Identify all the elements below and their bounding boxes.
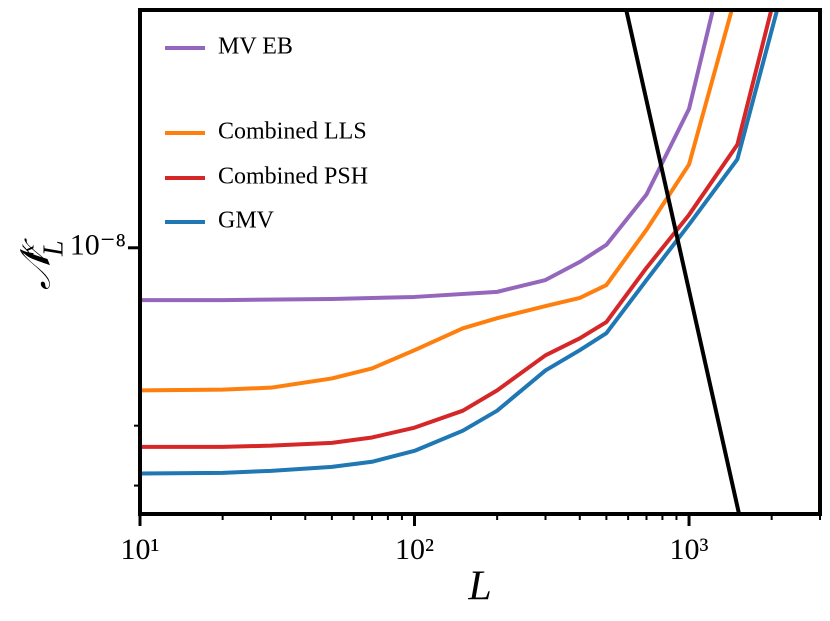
axes-frame	[138, 8, 822, 516]
y-label-sub: L	[38, 240, 69, 257]
plot-lines	[140, 10, 780, 514]
legend-label: MV EB	[218, 34, 293, 60]
series-line	[140, 10, 780, 476]
series-line	[140, 10, 734, 393]
legend-label: Combined PSH	[218, 164, 368, 190]
y-label-sup: κ	[14, 244, 40, 256]
legend-label: Combined LLS	[218, 119, 367, 145]
series-line	[624, 10, 742, 514]
y-axis-label: 𝒩 L κ	[14, 238, 70, 290]
y-tick-label: 10⁻⁸	[70, 229, 126, 262]
x-tick-label: 10³	[670, 533, 709, 566]
x-tick-label: 10¹	[121, 533, 160, 566]
x-tick-label: 10²	[395, 533, 434, 566]
x-axis-label: L	[467, 564, 491, 610]
legend-label: GMV	[218, 208, 275, 234]
